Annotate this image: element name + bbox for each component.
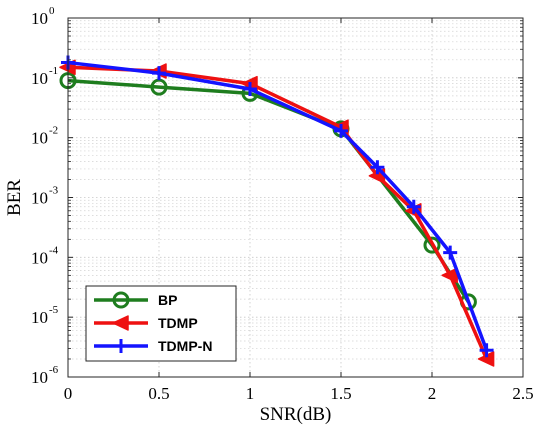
legend-label: BP	[158, 292, 177, 308]
y-tick-label: 10	[31, 189, 48, 208]
y-tick-exponent: -2	[49, 125, 58, 137]
y-tick-base: 10	[31, 129, 48, 148]
x-tick-label: 0.5	[148, 384, 169, 403]
y-tick-base: 10	[31, 69, 48, 88]
y-axis-title: BER	[4, 179, 25, 216]
y-tick-label: 10	[31, 368, 48, 387]
data-point	[370, 160, 385, 175]
x-tick-label: 0	[64, 384, 73, 403]
x-tick-label: 2	[428, 384, 437, 403]
y-tick-base: 10	[31, 248, 48, 267]
data-point	[334, 123, 348, 138]
data-point	[443, 245, 458, 260]
legend-label: TDMP	[158, 315, 198, 331]
y-tick-base: 10	[31, 308, 48, 327]
y-tick-exponent: -1	[49, 65, 58, 77]
y-tick-exponent: -6	[49, 364, 59, 376]
data-point	[479, 343, 494, 358]
data-point	[423, 236, 441, 254]
legend-marker	[112, 291, 130, 309]
legend: BP TDMP TDMP-N	[85, 285, 237, 362]
series-line	[67, 60, 489, 351]
y-tick-base: 10	[31, 368, 48, 387]
data-point	[243, 82, 257, 97]
ticks	[67, 17, 524, 378]
legend-marker	[114, 339, 128, 353]
legend-marker	[112, 315, 129, 331]
y-tick-exponent: -3	[49, 185, 59, 197]
data-point	[152, 66, 166, 81]
x-axis-title: SNR(dB)	[260, 404, 332, 425]
y-tick-base: 10	[31, 9, 48, 28]
y-tick-label: 10	[31, 248, 48, 267]
legend-label: TDMP-N	[158, 338, 212, 354]
data-point	[150, 78, 168, 96]
y-tick-label: 10	[31, 69, 48, 88]
x-tick-label: 1.5	[330, 384, 351, 403]
y-tick-label: 10	[31, 129, 48, 148]
y-tick-base: 10	[31, 189, 48, 208]
x-tick-label: 1	[246, 384, 255, 403]
y-tick-label: 10	[31, 9, 48, 28]
y-tick-exponent: -4	[49, 244, 59, 256]
y-tick-exponent: 0	[49, 5, 55, 17]
y-tick-label: 10	[31, 308, 48, 327]
data-point	[406, 199, 421, 214]
x-tick-label: 2.5	[512, 384, 533, 403]
y-tick-exponent: -5	[49, 304, 59, 316]
